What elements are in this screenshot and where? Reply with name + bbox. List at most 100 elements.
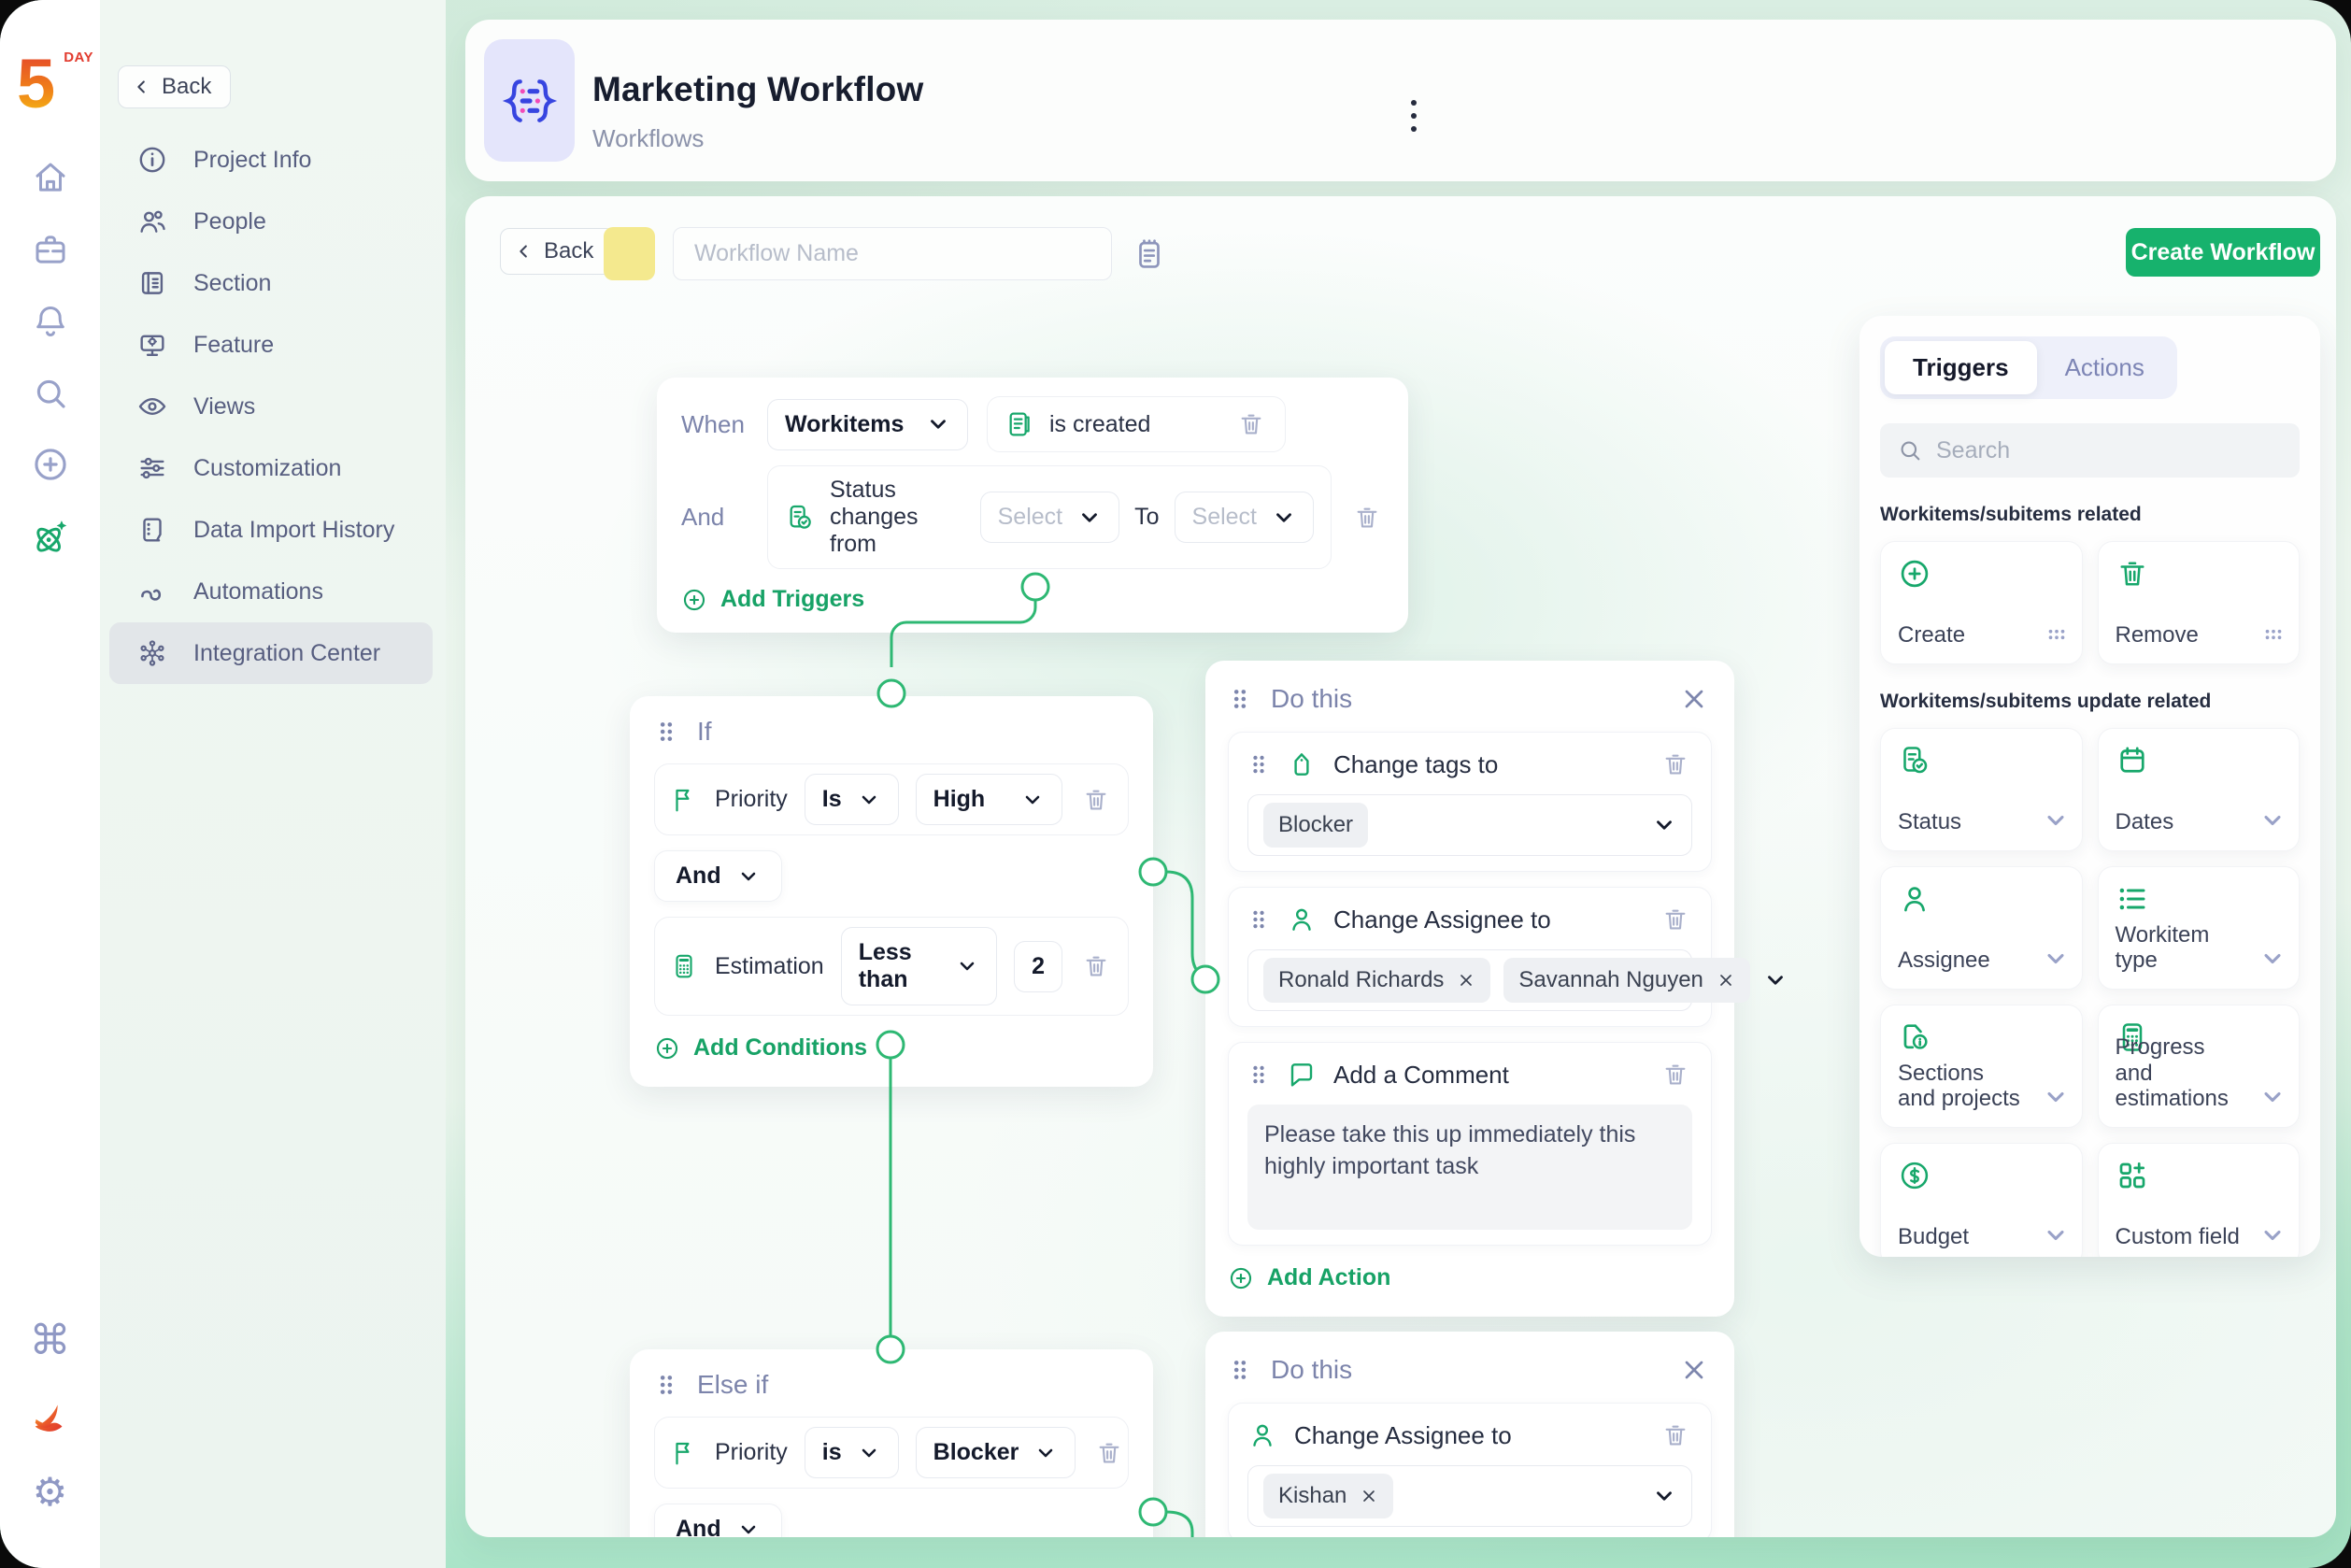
remove-chip-icon[interactable] — [1717, 971, 1735, 990]
drag-handle-icon[interactable] — [1247, 907, 1270, 932]
drag-handle-icon[interactable] — [1228, 1357, 1252, 1383]
comment-textarea[interactable]: Please take this up immediately this hig… — [1247, 1105, 1692, 1230]
tags-select[interactable]: Blocker — [1247, 794, 1692, 856]
chevron-down-icon[interactable] — [2043, 946, 2069, 972]
delete-action-button[interactable] — [1659, 903, 1692, 936]
logic-operator-dropdown[interactable]: And — [654, 1504, 782, 1537]
tile-assignee[interactable]: Assignee — [1880, 866, 2083, 990]
connector-port[interactable] — [876, 1030, 905, 1060]
add-action-link[interactable]: Add Action — [1228, 1264, 1390, 1291]
logic-operator-dropdown[interactable]: And — [654, 850, 782, 902]
more-options-button[interactable] — [1400, 100, 1428, 145]
delete-condition-button[interactable] — [1079, 949, 1113, 983]
assignee-chip[interactable]: Kishan — [1263, 1474, 1394, 1518]
chevron-down-icon[interactable] — [2043, 1222, 2069, 1248]
operator-dropdown[interactable]: Less than — [840, 927, 998, 1005]
trigger-node[interactable]: When Workitems is created And Status cha… — [657, 378, 1408, 633]
add-icon[interactable] — [29, 443, 72, 486]
panel-search[interactable] — [1880, 423, 2300, 478]
tile-remove[interactable]: Remove — [2097, 541, 2300, 664]
delete-condition-button[interactable] — [1092, 1436, 1126, 1470]
connector-port[interactable] — [1138, 857, 1168, 887]
home-icon[interactable] — [29, 156, 72, 199]
delete-action-button[interactable] — [1659, 748, 1692, 781]
tag-chip[interactable]: Blocker — [1263, 803, 1369, 848]
remove-chip-icon[interactable] — [1457, 971, 1475, 990]
chevron-down-icon[interactable] — [2043, 1084, 2069, 1110]
status-from-select[interactable]: Select — [979, 492, 1120, 543]
delete-trigger-button[interactable] — [1234, 407, 1268, 441]
else-if-node[interactable]: Else if Priority is Blocker And — [630, 1349, 1153, 1537]
tile-status[interactable]: Status — [1880, 728, 2083, 851]
drag-handle-icon[interactable] — [1228, 686, 1252, 712]
canvas-back-button[interactable]: Back — [500, 228, 616, 275]
delete-condition-button[interactable] — [1079, 783, 1113, 817]
drag-handle-icon[interactable] — [1247, 1062, 1270, 1087]
operator-dropdown[interactable]: is — [804, 1427, 899, 1478]
assignee-select[interactable]: Kishan — [1247, 1465, 1692, 1527]
workflow-canvas[interactable]: Back Create Workflow When Worki — [465, 196, 2336, 1537]
tab-actions[interactable]: Actions — [2064, 353, 2144, 381]
tile-budget[interactable]: Budget — [1880, 1143, 2083, 1257]
connector-port[interactable] — [1190, 964, 1220, 994]
assignee-chip[interactable]: Ronald Richards — [1263, 958, 1491, 1003]
delete-action-button[interactable] — [1659, 1418, 1692, 1452]
automation-sparkle-icon[interactable] — [29, 515, 72, 558]
sidebar-item-data-import-history[interactable]: Data Import History — [109, 499, 433, 561]
status-change-trigger-box[interactable]: Status changes from Select To Select — [767, 465, 1332, 569]
drag-handle-icon[interactable] — [654, 1372, 678, 1398]
tile-progress-estimations[interactable]: Progress and estimations — [2097, 1005, 2300, 1128]
sidebar-item-automations[interactable]: Automations — [109, 561, 433, 622]
drag-handle-icon[interactable] — [1247, 752, 1270, 777]
chevron-down-icon[interactable] — [2043, 807, 2069, 834]
value-dropdown[interactable]: High — [915, 774, 1062, 825]
connector-port[interactable] — [1138, 1497, 1168, 1527]
do-this-node[interactable]: Do this Change tags to Blocker — [1205, 661, 1783, 1317]
chevron-down-icon[interactable] — [2259, 807, 2286, 834]
notes-clipboard-icon[interactable] — [1131, 235, 1168, 273]
sidebar-item-feature[interactable]: Feature — [109, 314, 433, 376]
chevron-down-icon[interactable] — [2259, 1084, 2286, 1110]
connector-port[interactable] — [876, 1334, 905, 1364]
drag-handle-icon[interactable] — [2045, 622, 2069, 647]
delete-action-button[interactable] — [1659, 1058, 1692, 1091]
do-this-node-2[interactable]: Do this Change Assignee to Kishan — [1205, 1332, 1734, 1537]
chevron-down-icon[interactable] — [2259, 946, 2286, 972]
tile-workitem-type[interactable]: Workitem type — [2097, 866, 2300, 990]
connector-port[interactable] — [1020, 572, 1050, 602]
tile-sections-projects[interactable]: Sections and projects — [1880, 1005, 2083, 1128]
value-dropdown[interactable]: Blocker — [915, 1427, 1076, 1478]
drag-handle-icon[interactable] — [654, 719, 678, 745]
workflow-name-input[interactable] — [673, 227, 1112, 280]
close-icon[interactable] — [1676, 1352, 1712, 1388]
connector-port[interactable] — [876, 678, 906, 708]
trigger-event-box[interactable]: is created — [987, 396, 1286, 452]
brand-logo[interactable]: 5 DAY — [17, 50, 93, 124]
settings-gear-icon[interactable]: ⚙ — [32, 1470, 68, 1514]
tile-create[interactable]: Create — [1880, 541, 2083, 664]
add-triggers-link[interactable]: Add Triggers — [681, 586, 864, 613]
bell-icon[interactable] — [29, 300, 72, 343]
swift-icon[interactable] — [29, 1394, 72, 1437]
assignee-select[interactable]: Ronald Richards Savannah Nguyen — [1247, 949, 1783, 1011]
sidebar-item-customization[interactable]: Customization — [109, 437, 433, 499]
trigger-entity-dropdown[interactable]: Workitems — [767, 398, 968, 450]
tile-dates[interactable]: Dates — [2097, 728, 2300, 851]
sidebar-back-button[interactable]: Back — [118, 65, 232, 108]
tile-custom-field[interactable]: Custom field — [2097, 1143, 2300, 1257]
remove-chip-icon[interactable] — [1360, 1487, 1378, 1505]
close-icon[interactable] — [1676, 681, 1712, 717]
sidebar-item-people[interactable]: People — [109, 191, 433, 252]
sidebar-item-section[interactable]: Section — [109, 252, 433, 314]
create-workflow-button[interactable]: Create Workflow — [2126, 228, 2320, 277]
briefcase-icon[interactable] — [29, 228, 72, 271]
command-icon[interactable]: ⌘ — [29, 1318, 71, 1363]
drag-handle-icon[interactable] — [2261, 622, 2286, 647]
if-node[interactable]: If Priority Is High And — [630, 696, 1153, 1087]
assignee-chip[interactable]: Savannah Nguyen — [1503, 958, 1750, 1003]
add-conditions-link[interactable]: Add Conditions — [654, 1034, 867, 1062]
sidebar-item-project-info[interactable]: Project Info — [109, 129, 433, 191]
chevron-down-icon[interactable] — [2259, 1222, 2286, 1248]
panel-search-input[interactable] — [1936, 436, 2283, 464]
sidebar-item-views[interactable]: Views — [109, 376, 433, 437]
